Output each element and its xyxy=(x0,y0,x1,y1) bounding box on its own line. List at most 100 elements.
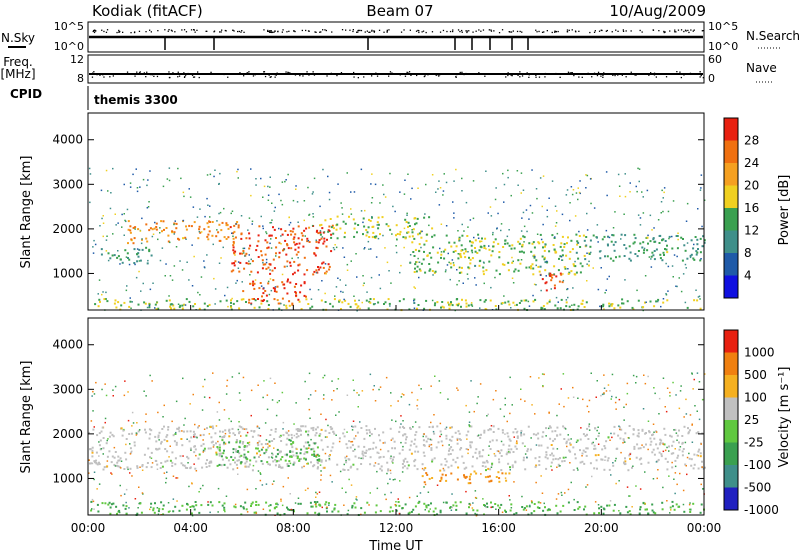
heatmap-cell xyxy=(573,303,576,306)
heatmap-cell xyxy=(154,303,157,306)
search-point xyxy=(571,29,573,31)
heatmap-cell xyxy=(391,233,393,235)
heatmap-cell xyxy=(214,303,216,305)
heatmap-cell xyxy=(451,426,453,429)
heatmap-cell xyxy=(398,512,401,515)
heatmap-cell xyxy=(250,302,253,305)
heatmap-cell xyxy=(257,444,260,447)
heatmap-cell xyxy=(136,466,139,469)
heatmap-cell xyxy=(459,501,462,504)
colorbar-swatch xyxy=(724,487,738,510)
heatmap-cell xyxy=(482,266,485,269)
heatmap-cell xyxy=(366,291,368,293)
heatmap-cell xyxy=(521,506,524,508)
heatmap-cell xyxy=(407,464,410,467)
search-point xyxy=(185,31,188,33)
heatmap-cell xyxy=(270,456,273,458)
heatmap-cell xyxy=(507,169,509,172)
heatmap-cell xyxy=(129,182,132,184)
heatmap-cell xyxy=(414,263,417,266)
heatmap-cell xyxy=(303,457,306,460)
heatmap-cell xyxy=(240,298,243,301)
heatmap-cell xyxy=(194,445,196,448)
heatmap-cell xyxy=(347,302,350,305)
search-point xyxy=(101,29,103,31)
heatmap-cell xyxy=(281,233,284,236)
heatmap-cell xyxy=(100,253,103,256)
heatmap-cell xyxy=(515,431,518,434)
heatmap-cell xyxy=(612,464,615,467)
heatmap-cell xyxy=(615,256,617,259)
heatmap-cell xyxy=(632,242,635,245)
heatmap-cell xyxy=(454,501,457,504)
heatmap-cell xyxy=(104,298,107,300)
heatmap-cell xyxy=(581,265,584,268)
heatmap-cell xyxy=(392,458,394,461)
nave-point xyxy=(99,74,101,76)
heatmap-cell xyxy=(525,509,528,511)
heatmap-cell xyxy=(697,450,700,453)
heatmap-cell xyxy=(667,210,670,213)
search-point xyxy=(400,31,403,33)
search-point xyxy=(270,30,272,32)
heatmap-cell xyxy=(636,443,639,446)
heatmap-cell xyxy=(279,465,282,468)
heatmap-cell xyxy=(387,225,390,228)
heatmap-cell xyxy=(597,435,600,438)
nave-point xyxy=(330,72,332,74)
heatmap-cell xyxy=(137,507,139,509)
heatmap-cell xyxy=(363,511,366,514)
heatmap-cell xyxy=(518,302,521,304)
heatmap-cell xyxy=(264,253,267,256)
heatmap-cell xyxy=(118,511,121,514)
heatmap-cell xyxy=(267,280,270,283)
heatmap-cell xyxy=(692,467,695,470)
heatmap-cell xyxy=(184,466,187,469)
heatmap-cell xyxy=(369,456,372,459)
heatmap-cell xyxy=(498,452,501,455)
heatmap-cell xyxy=(335,286,338,288)
heatmap-cell xyxy=(289,439,292,442)
heatmap-cell xyxy=(182,464,185,467)
heatmap-cell xyxy=(324,301,327,303)
heatmap-cell xyxy=(370,276,373,279)
heatmap-cell xyxy=(272,258,275,261)
heatmap-cell xyxy=(320,428,323,431)
heatmap-cell xyxy=(515,447,518,450)
heatmap-cell xyxy=(140,242,143,245)
search-point xyxy=(472,31,474,33)
search-point xyxy=(557,30,559,33)
heatmap-cell xyxy=(376,221,379,224)
heatmap-cell xyxy=(240,215,243,217)
heatmap-cell xyxy=(503,295,505,297)
heatmap-cell xyxy=(136,248,139,250)
heatmap-cell xyxy=(486,461,489,464)
heatmap-cell xyxy=(242,290,245,293)
heatmap-cell xyxy=(327,502,330,505)
heatmap-cell xyxy=(520,259,523,261)
heatmap-cell xyxy=(611,436,613,439)
heatmap-cell xyxy=(585,244,588,247)
heatmap-cell xyxy=(125,289,128,292)
heatmap-cell xyxy=(610,303,613,306)
search-point xyxy=(357,29,359,32)
heatmap-cell xyxy=(303,452,306,455)
heatmap-cell xyxy=(682,448,685,450)
heatmap-cell xyxy=(319,230,322,232)
heatmap-cell xyxy=(530,250,533,253)
heatmap-cell xyxy=(259,473,262,475)
heatmap-cell xyxy=(194,423,196,426)
heatmap-cell xyxy=(156,301,158,303)
heatmap-cell xyxy=(237,459,240,462)
search-point xyxy=(669,30,671,32)
heatmap-cell xyxy=(620,428,623,431)
heatmap-cell xyxy=(181,269,184,271)
nave-point xyxy=(353,76,355,78)
heatmap-cell xyxy=(696,299,699,302)
heatmap-cell xyxy=(561,213,564,216)
heatmap-cell xyxy=(305,298,308,301)
heatmap-cell xyxy=(525,209,528,211)
heatmap-cell xyxy=(542,385,544,387)
search-point xyxy=(606,29,608,32)
heatmap-cell xyxy=(514,268,517,271)
